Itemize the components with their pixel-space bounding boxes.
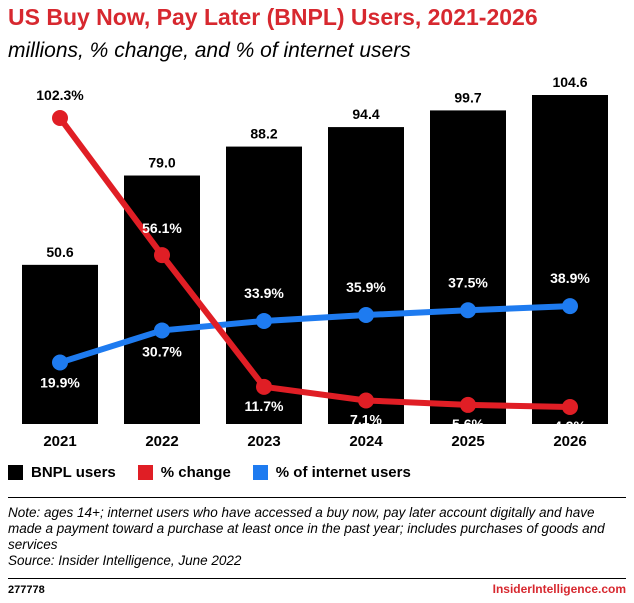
internet-users-label-2021: 19.9% — [40, 374, 80, 390]
percent-change-point-2026 — [562, 399, 578, 415]
brand-logo-text[interactable]: InsiderIntelligence.com — [492, 582, 626, 596]
internet-users-label-2025: 37.5% — [448, 274, 488, 290]
legend-swatch-bnpl-users — [8, 465, 23, 480]
bar-2022 — [124, 175, 200, 424]
internet-users-point-2021 — [52, 354, 68, 371]
bar-label-2026: 104.6 — [552, 74, 587, 90]
legend-swatch-percent-change — [137, 465, 153, 480]
internet-users-point-2024 — [358, 307, 374, 324]
bar-label-2022: 79.0 — [148, 155, 175, 171]
percent-change-line — [57, 115, 573, 410]
internet-users-point-2022 — [154, 322, 170, 339]
x-tick-label-2023: 2023 — [247, 433, 280, 450]
chart-subtitle: millions, % change, and % of internet us… — [8, 39, 411, 62]
chart-plot: 50.6 79.0 88.2 94.4 99.7 104.6 2021 2022 2023 202… — [22, 74, 608, 450]
internet-users-label-2024: 35.9% — [346, 279, 386, 295]
legend-label-percent-internet-users: % of internet users — [275, 464, 411, 481]
legend-label-percent-change: % change — [160, 464, 231, 481]
percent-change-point-2025 — [460, 396, 476, 413]
chart-title: US Buy Now, Pay Later (BNPL) Users, 2021… — [8, 4, 538, 30]
internet-users-label-2026: 38.9% — [550, 270, 590, 286]
x-tick-label-2021: 2021 — [43, 433, 76, 450]
internet-users-label-2022: 30.7% — [142, 343, 182, 359]
bar-label-2023: 88.2 — [250, 126, 277, 142]
x-tick-label-2024: 2024 — [349, 433, 383, 450]
bar-label-2025: 99.7 — [454, 89, 481, 105]
percent-change-label-2025: 5.6% — [452, 416, 484, 432]
legend-item-percent-change: % change — [137, 464, 231, 481]
x-tick-label-2022: 2022 — [145, 433, 178, 450]
legend-item-percent-internet-users: % of internet users — [252, 464, 411, 481]
internet-users-line — [57, 303, 573, 366]
legend-label-bnpl-users: BNPL users — [31, 464, 116, 481]
percent-change-label-2023: 11.7% — [245, 398, 284, 414]
percent-change-label-2021: 102.3% — [36, 87, 84, 103]
internet-users-point-2026 — [562, 298, 578, 315]
footer-note: Note: ages 14+; internet users who have … — [8, 505, 605, 552]
percent-change-label-2024: 7.1% — [350, 411, 382, 427]
footer-note-block: Note: ages 14+; internet users who have … — [8, 505, 626, 569]
internet-users-point-2025 — [460, 302, 476, 319]
bar-2026 — [532, 95, 608, 424]
bar-2024 — [328, 127, 404, 424]
chart-id: 277778 — [8, 584, 45, 596]
footer-divider — [8, 497, 626, 498]
bar-label-2024: 94.4 — [352, 106, 379, 122]
percent-change-label-2022: 56.1% — [142, 220, 182, 236]
percent-change-point-2023 — [256, 378, 272, 395]
percent-change-point-2022 — [154, 247, 170, 264]
x-tick-label-2025: 2025 — [451, 433, 484, 450]
legend-swatch-percent-internet-users — [252, 465, 268, 480]
legend-item-bnpl-users: BNPL users — [8, 464, 116, 481]
chart-legend: BNPL users % change % of internet users — [8, 464, 433, 481]
x-tick-label-2026: 2026 — [553, 433, 586, 450]
bar-2023 — [226, 146, 302, 424]
bar-2021 — [22, 264, 98, 424]
footer-source: Source: Insider Intelligence, June 2022 — [8, 553, 242, 568]
percent-change-label-2026: 4.9% — [554, 418, 586, 434]
internet-users-label-2023: 33.9% — [244, 285, 284, 301]
internet-users-point-2023 — [256, 312, 272, 329]
bar-2025 — [430, 110, 506, 424]
footer-bottom-divider — [8, 578, 626, 579]
percent-change-point-2024 — [358, 392, 374, 409]
bar-label-2021: 50.6 — [46, 244, 73, 260]
percent-change-point-2021 — [52, 110, 68, 126]
